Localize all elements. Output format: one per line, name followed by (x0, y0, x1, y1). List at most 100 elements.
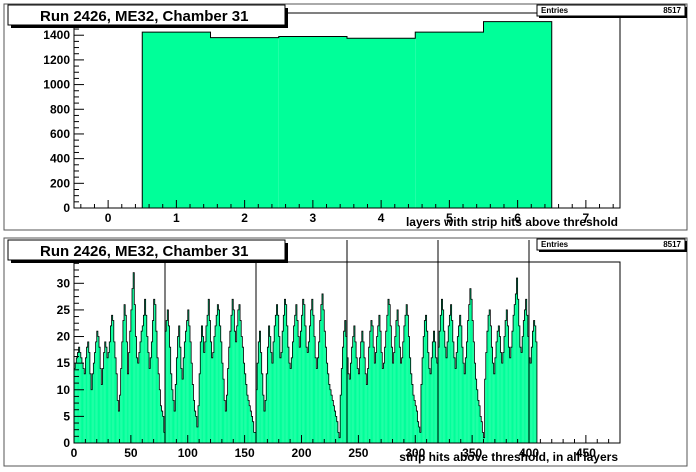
histogram-bin (345, 336, 347, 443)
histogram-bin (258, 341, 260, 443)
y-tick-label: 5 (63, 409, 70, 423)
histogram-bin (254, 432, 256, 443)
histogram-bin (145, 315, 147, 443)
histogram-bin (220, 341, 222, 443)
y-tick-label: 800 (50, 102, 70, 116)
histogram-bin (398, 325, 400, 443)
histogram-bin (431, 357, 433, 443)
histogram-bin (251, 416, 253, 443)
histogram-bin (288, 363, 291, 443)
histogram-bin (317, 357, 319, 443)
histogram-bin (246, 395, 249, 443)
histogram-bin (126, 341, 128, 443)
histogram-bin (459, 315, 461, 443)
histogram-bin (310, 309, 312, 443)
histogram-bin (116, 373, 118, 443)
histogram-bin (424, 320, 426, 443)
histogram-bin (193, 400, 195, 443)
histogram-bin (415, 405, 417, 443)
histogram-bin (384, 347, 386, 443)
histogram-bin (132, 288, 134, 443)
histogram-bin (244, 373, 246, 443)
histogram-bin (494, 357, 497, 443)
histogram-bin (496, 341, 498, 443)
histogram-bin (461, 347, 464, 443)
histogram-bin (465, 357, 467, 443)
histogram-bin (407, 315, 409, 443)
histogram-bin (343, 331, 345, 443)
upper-title-background (7, 4, 286, 26)
histogram-bin (175, 384, 177, 443)
histogram-bin (457, 336, 459, 443)
histogram-bin (351, 347, 353, 443)
histogram-bin (450, 304, 452, 443)
histogram-bin (509, 357, 511, 443)
histogram-bin (269, 336, 271, 443)
histogram-bin (458, 325, 460, 443)
histogram-bin (533, 320, 535, 443)
histogram-bin (403, 325, 406, 443)
histogram-bin (347, 357, 349, 443)
histogram-bin (124, 304, 126, 443)
histogram-bin (78, 347, 80, 443)
histogram-bin (87, 341, 89, 443)
upper-histogram-pad: 0 1 2 3 4 5 6 7 0 200 400 600 800 1000 1200 1400 Run 24… (3, 3, 688, 231)
histogram-bin (229, 331, 231, 443)
lower-stats-background (536, 238, 686, 251)
histogram-bin (248, 400, 250, 443)
histogram-bin (119, 395, 121, 443)
histogram-bin (234, 331, 236, 443)
histogram-bin (89, 373, 92, 443)
histogram-bin (352, 336, 354, 443)
histogram-outline (141, 21, 553, 208)
histogram-bin (266, 373, 268, 443)
histogram-bin (281, 352, 283, 443)
histogram-bin (389, 304, 391, 443)
histogram-bin (340, 395, 342, 443)
x-tick-label: 50 (124, 446, 138, 460)
histogram-bin (366, 384, 368, 443)
histogram-bin (428, 368, 431, 443)
histogram-bin (309, 325, 311, 443)
histogram-bin (102, 368, 104, 443)
histogram-bin (449, 315, 451, 443)
histogram-bin (361, 331, 363, 443)
histogram-bin (208, 299, 210, 443)
histogram-bin (204, 341, 206, 443)
histogram-bin (444, 347, 446, 443)
histogram-bin (463, 363, 465, 443)
histogram-bin (263, 411, 266, 443)
histogram-bin (295, 304, 297, 443)
histogram-bin (485, 352, 487, 443)
histogram-bin (275, 315, 277, 443)
histogram-bin (525, 299, 527, 443)
histogram-bin (210, 341, 212, 443)
y-tick-label: 25 (57, 303, 71, 317)
histogram-bin (227, 368, 229, 443)
histogram-bin (391, 347, 393, 443)
histogram-bin (527, 336, 529, 443)
histogram-bin (120, 368, 122, 443)
histogram-bin (182, 379, 184, 443)
histogram-bin (455, 368, 457, 443)
histogram-bin (333, 405, 335, 443)
histogram-bin (146, 336, 148, 443)
histogram-bin (342, 347, 344, 443)
histogram-bin (188, 325, 191, 443)
histogram-bin (339, 437, 341, 443)
histogram-bin (354, 341, 357, 443)
histogram-bin (165, 331, 167, 443)
histogram-bin (84, 373, 86, 443)
histogram-bin (129, 331, 131, 443)
histogram-bin (153, 299, 155, 443)
histogram-bin (195, 416, 197, 443)
histogram-bin (96, 331, 98, 443)
histogram-bin (179, 347, 181, 443)
histogram-bin (510, 347, 512, 443)
histogram-bin (364, 357, 366, 443)
histogram-bin (108, 352, 110, 443)
histogram-bin (503, 336, 506, 443)
histogram-bin (209, 320, 211, 443)
histogram-bin (488, 315, 490, 443)
histogram-bin (524, 309, 526, 443)
